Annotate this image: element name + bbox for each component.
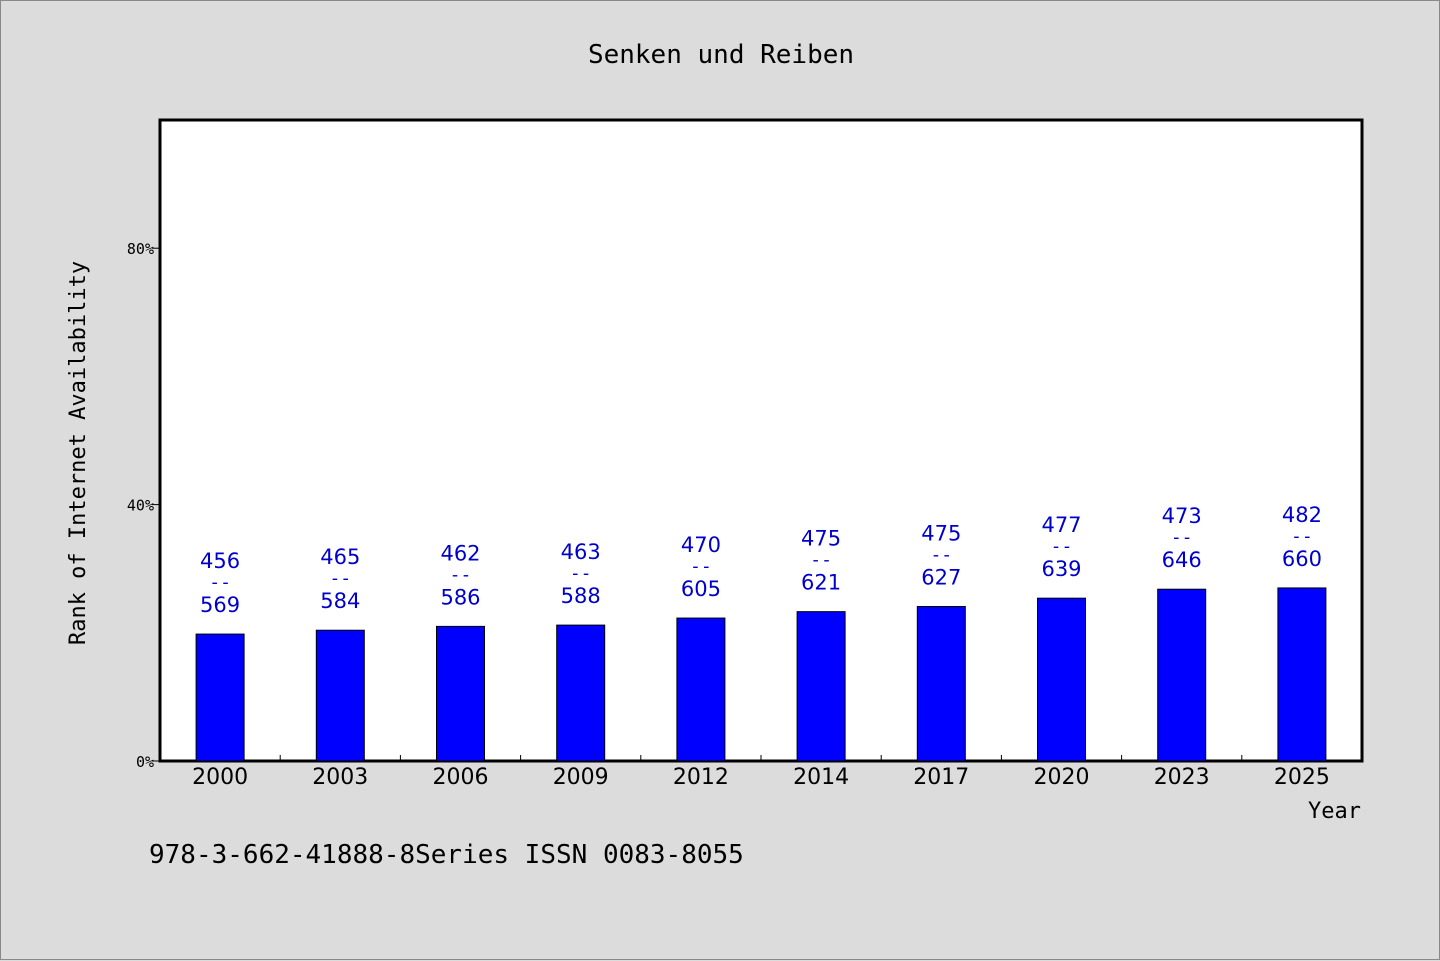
x-tick-label: 2025 — [1274, 765, 1330, 790]
data-label-lower: 569 — [200, 593, 240, 617]
data-label-upper: 475 — [801, 527, 841, 551]
bar-2023 — [1157, 588, 1207, 762]
data-label-separator: -- — [930, 545, 952, 566]
data-label-lower: 646 — [1162, 548, 1202, 572]
data-label-separator: -- — [450, 564, 472, 585]
data-label-lower: 588 — [561, 584, 601, 608]
bar-2020 — [1037, 597, 1086, 762]
bar-2000 — [195, 633, 245, 762]
x-axis: 2000 2003 2006 2009 2012 2014 2017 2020 2023 2025 — [192, 755, 1330, 790]
data-label-lower: 586 — [440, 585, 480, 609]
data-label-upper: 473 — [1162, 504, 1202, 528]
data-label-upper: 482 — [1282, 503, 1322, 527]
x-tick-label: 2000 — [192, 765, 248, 790]
data-label-upper: 462 — [440, 541, 480, 565]
footnote: 978-3-662-41888-8Series ISSN 0083-8055 — [149, 840, 744, 870]
data-label-lower: 639 — [1041, 557, 1081, 581]
data-label-upper: 475 — [921, 522, 961, 546]
bar-2003 — [315, 629, 365, 762]
data-label-lower: 584 — [320, 589, 360, 613]
bar-2012 — [676, 617, 726, 762]
data-label-upper: 477 — [1041, 513, 1081, 537]
x-tick-label: 2009 — [553, 765, 609, 790]
x-tick-label: 2014 — [793, 765, 849, 790]
x-tick-label: 2006 — [433, 765, 489, 790]
data-label-upper: 456 — [200, 549, 240, 573]
bar-2009 — [556, 624, 606, 762]
data-label-separator: -- — [570, 563, 592, 584]
data-labels: 456--569465--584462--586463--588470--605… — [200, 503, 1322, 617]
y-axis: 0% 40% 80% — [127, 240, 160, 771]
bar-2017 — [916, 606, 966, 762]
x-tick-label: 2003 — [312, 765, 368, 790]
y-tick-label: 0% — [136, 753, 154, 771]
data-label-separator: -- — [209, 572, 231, 593]
data-label-upper: 470 — [681, 533, 721, 557]
x-axis-label: Year — [1308, 799, 1361, 824]
chart-title: Senken und Reiben — [588, 40, 854, 70]
data-label-upper: 463 — [561, 540, 601, 564]
x-tick-label: 2023 — [1154, 765, 1210, 790]
data-label-lower: 621 — [801, 571, 841, 595]
data-label-separator: -- — [690, 556, 712, 577]
data-label-separator: -- — [329, 568, 351, 589]
data-label-lower: 627 — [921, 566, 961, 590]
y-tick-label: 80% — [127, 240, 154, 258]
bar-2006 — [436, 625, 485, 762]
data-label-upper: 465 — [320, 545, 360, 569]
data-label-lower: 660 — [1282, 547, 1322, 571]
data-label-separator: -- — [1171, 527, 1193, 548]
x-tick-label: 2012 — [673, 765, 729, 790]
x-tick-label: 2020 — [1034, 765, 1090, 790]
x-tick-label: 2017 — [913, 765, 969, 790]
data-label-separator: -- — [1051, 536, 1073, 557]
bars — [195, 587, 1327, 762]
y-axis-label: Rank of Internet Availability — [66, 261, 91, 645]
y-tick-label: 40% — [127, 497, 154, 515]
bar-2025 — [1277, 587, 1327, 762]
bar-2014 — [796, 611, 846, 762]
data-label-lower: 605 — [681, 577, 721, 601]
data-label-separator: -- — [810, 550, 832, 571]
data-label-separator: -- — [1291, 526, 1313, 547]
